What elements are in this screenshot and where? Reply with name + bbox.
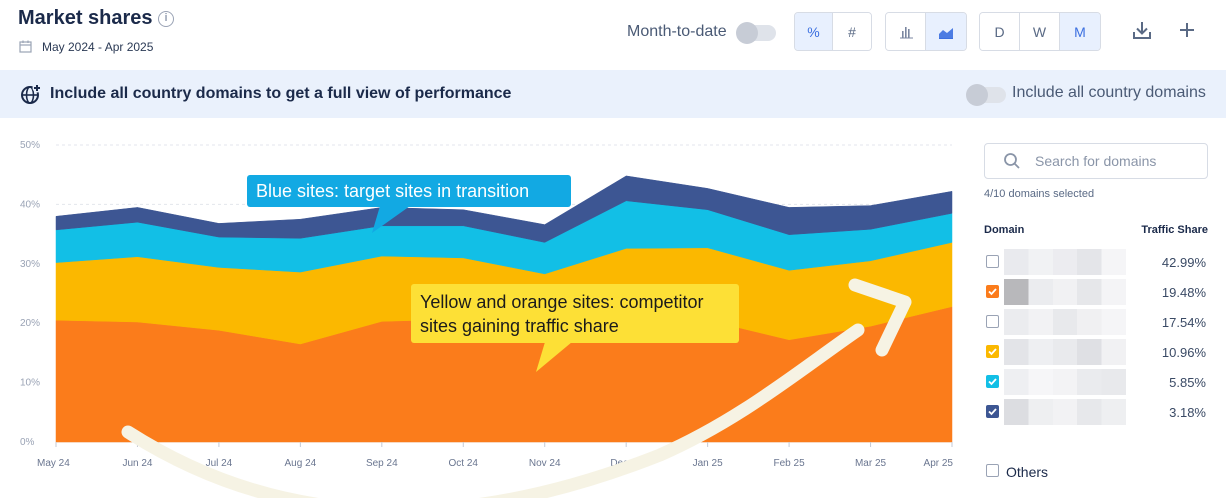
plus-icon [1180,23,1194,37]
domain-name-redacted [1004,309,1126,335]
domain-name-redacted [1004,279,1126,305]
area-chart-icon [939,27,953,39]
globe-plus-icon [21,83,42,104]
y-tick-label: 40% [20,199,40,210]
domain-row[interactable]: 10.96% [984,337,1208,367]
x-tick-label: May 24 [37,458,70,469]
blue-sites-callout: Blue sites: target sites in transition [247,175,571,233]
traffic-share-value: 3.18% [1169,405,1206,420]
domain-row[interactable]: 3.18% [984,397,1208,427]
chart-type-group [885,12,967,51]
domain-checkbox[interactable] [986,315,999,328]
granularity-week-button[interactable]: W [1020,13,1060,50]
domain-name-redacted [1004,249,1126,275]
x-tick-label: Oct 24 [449,458,479,469]
x-tick-label: Nov 24 [529,458,561,469]
competitor-sites-callout: Yellow and orange sites: competitor site… [411,284,739,372]
bar-chart-button[interactable] [886,13,926,50]
domain-row[interactable]: 42.99% [984,247,1208,277]
country-domains-toggle-label: Include all country domains [1012,84,1206,101]
percent-button[interactable]: % [795,13,833,50]
competitor-callout-line2: sites gaining traffic share [420,316,619,336]
traffic-share-value: 5.85% [1169,375,1206,390]
info-icon[interactable]: i [158,11,174,27]
domain-checkbox[interactable] [986,375,999,388]
check-icon [988,408,997,416]
x-tick-label: Aug 24 [285,458,317,469]
x-tick-label: Apr 25 [924,458,954,469]
check-icon [988,378,997,386]
x-tick-label: Jul 24 [206,458,233,469]
unit-toggle-group: % # [794,12,872,51]
domains-panel: 4/10 domains selected Domain Traffic Sha… [984,130,1214,498]
check-icon [988,348,997,356]
check-icon [988,288,997,296]
area-chart-button[interactable] [926,13,966,50]
domain-row[interactable]: 19.48% [984,277,1208,307]
granularity-day-button[interactable]: D [980,13,1020,50]
trend-arrow-head [848,278,912,357]
domain-name-redacted [1004,339,1126,365]
domain-checkbox[interactable] [986,345,999,358]
y-tick-label: 30% [20,259,40,270]
header: Market shares i May 2024 - Apr 2025 Mont… [0,0,1226,70]
granularity-month-button[interactable]: M [1060,13,1100,50]
domain-checkbox[interactable] [986,255,999,268]
domain-column-header[interactable]: Domain [984,224,1025,236]
page-title: Market shares [18,7,153,29]
x-tick-label: Jun 24 [122,458,152,469]
y-tick-label: 10% [20,378,40,389]
add-button[interactable] [1173,16,1201,44]
x-tick-label: Mar 25 [855,458,887,469]
area-chart-svg: 0% 10% 20% 30% 40% 50% May 24 Jun 24 Jul 24 Aug … [20,140,954,498]
blue-sites-callout-text: Blue sites: target sites in transition [256,181,529,201]
granularity-group: D W M [979,12,1101,51]
others-label: Others [1006,464,1049,480]
y-tick-label: 0% [20,437,35,448]
search-box [984,143,1208,179]
x-tick-label: Jan 25 [693,458,723,469]
others-row[interactable]: Others [984,462,1104,482]
traffic-share-value: 19.48% [1161,285,1206,300]
traffic-share-column-header[interactable]: Traffic Share [1141,224,1208,236]
y-tick-label: 20% [20,318,40,329]
search-icon [1004,153,1020,169]
number-button[interactable]: # [833,13,871,50]
traffic-share-value: 17.54% [1161,315,1206,330]
download-icon [1133,22,1151,39]
selected-count: 4/10 domains selected [984,188,1095,200]
country-domains-banner [0,70,1226,118]
domain-checkbox[interactable] [986,405,999,418]
trend-arrow [121,323,865,498]
country-domains-toggle[interactable] [966,84,1006,106]
domain-row[interactable]: 17.54% [984,307,1208,337]
bar-chart-icon [899,26,913,38]
date-range[interactable]: May 2024 - Apr 2025 [42,40,154,54]
calendar-icon [19,40,32,53]
download-button[interactable] [1128,16,1156,44]
month-to-date-toggle[interactable] [736,22,776,44]
x-tick-label: Feb 25 [774,458,806,469]
traffic-share-value: 10.96% [1161,345,1206,360]
traffic-share-value: 42.99% [1161,255,1206,270]
competitor-callout-line1: Yellow and orange sites: competitor [420,292,704,312]
month-to-date-label: Month-to-date [627,23,727,40]
others-checkbox[interactable] [986,464,999,477]
domain-name-redacted [1004,369,1126,395]
x-tick-label: Sep 24 [366,458,398,469]
domain-row[interactable]: 5.85% [984,367,1208,397]
y-tick-label: 50% [20,140,40,151]
banner-message: Include all country domains to get a ful… [50,85,512,102]
domain-checkbox[interactable] [986,285,999,298]
domain-name-redacted [1004,399,1126,425]
market-share-chart: 0% 10% 20% 30% 40% 50% May 24 Jun 24 Jul 24 Aug … [0,130,970,498]
search-input[interactable] [1035,153,1200,169]
